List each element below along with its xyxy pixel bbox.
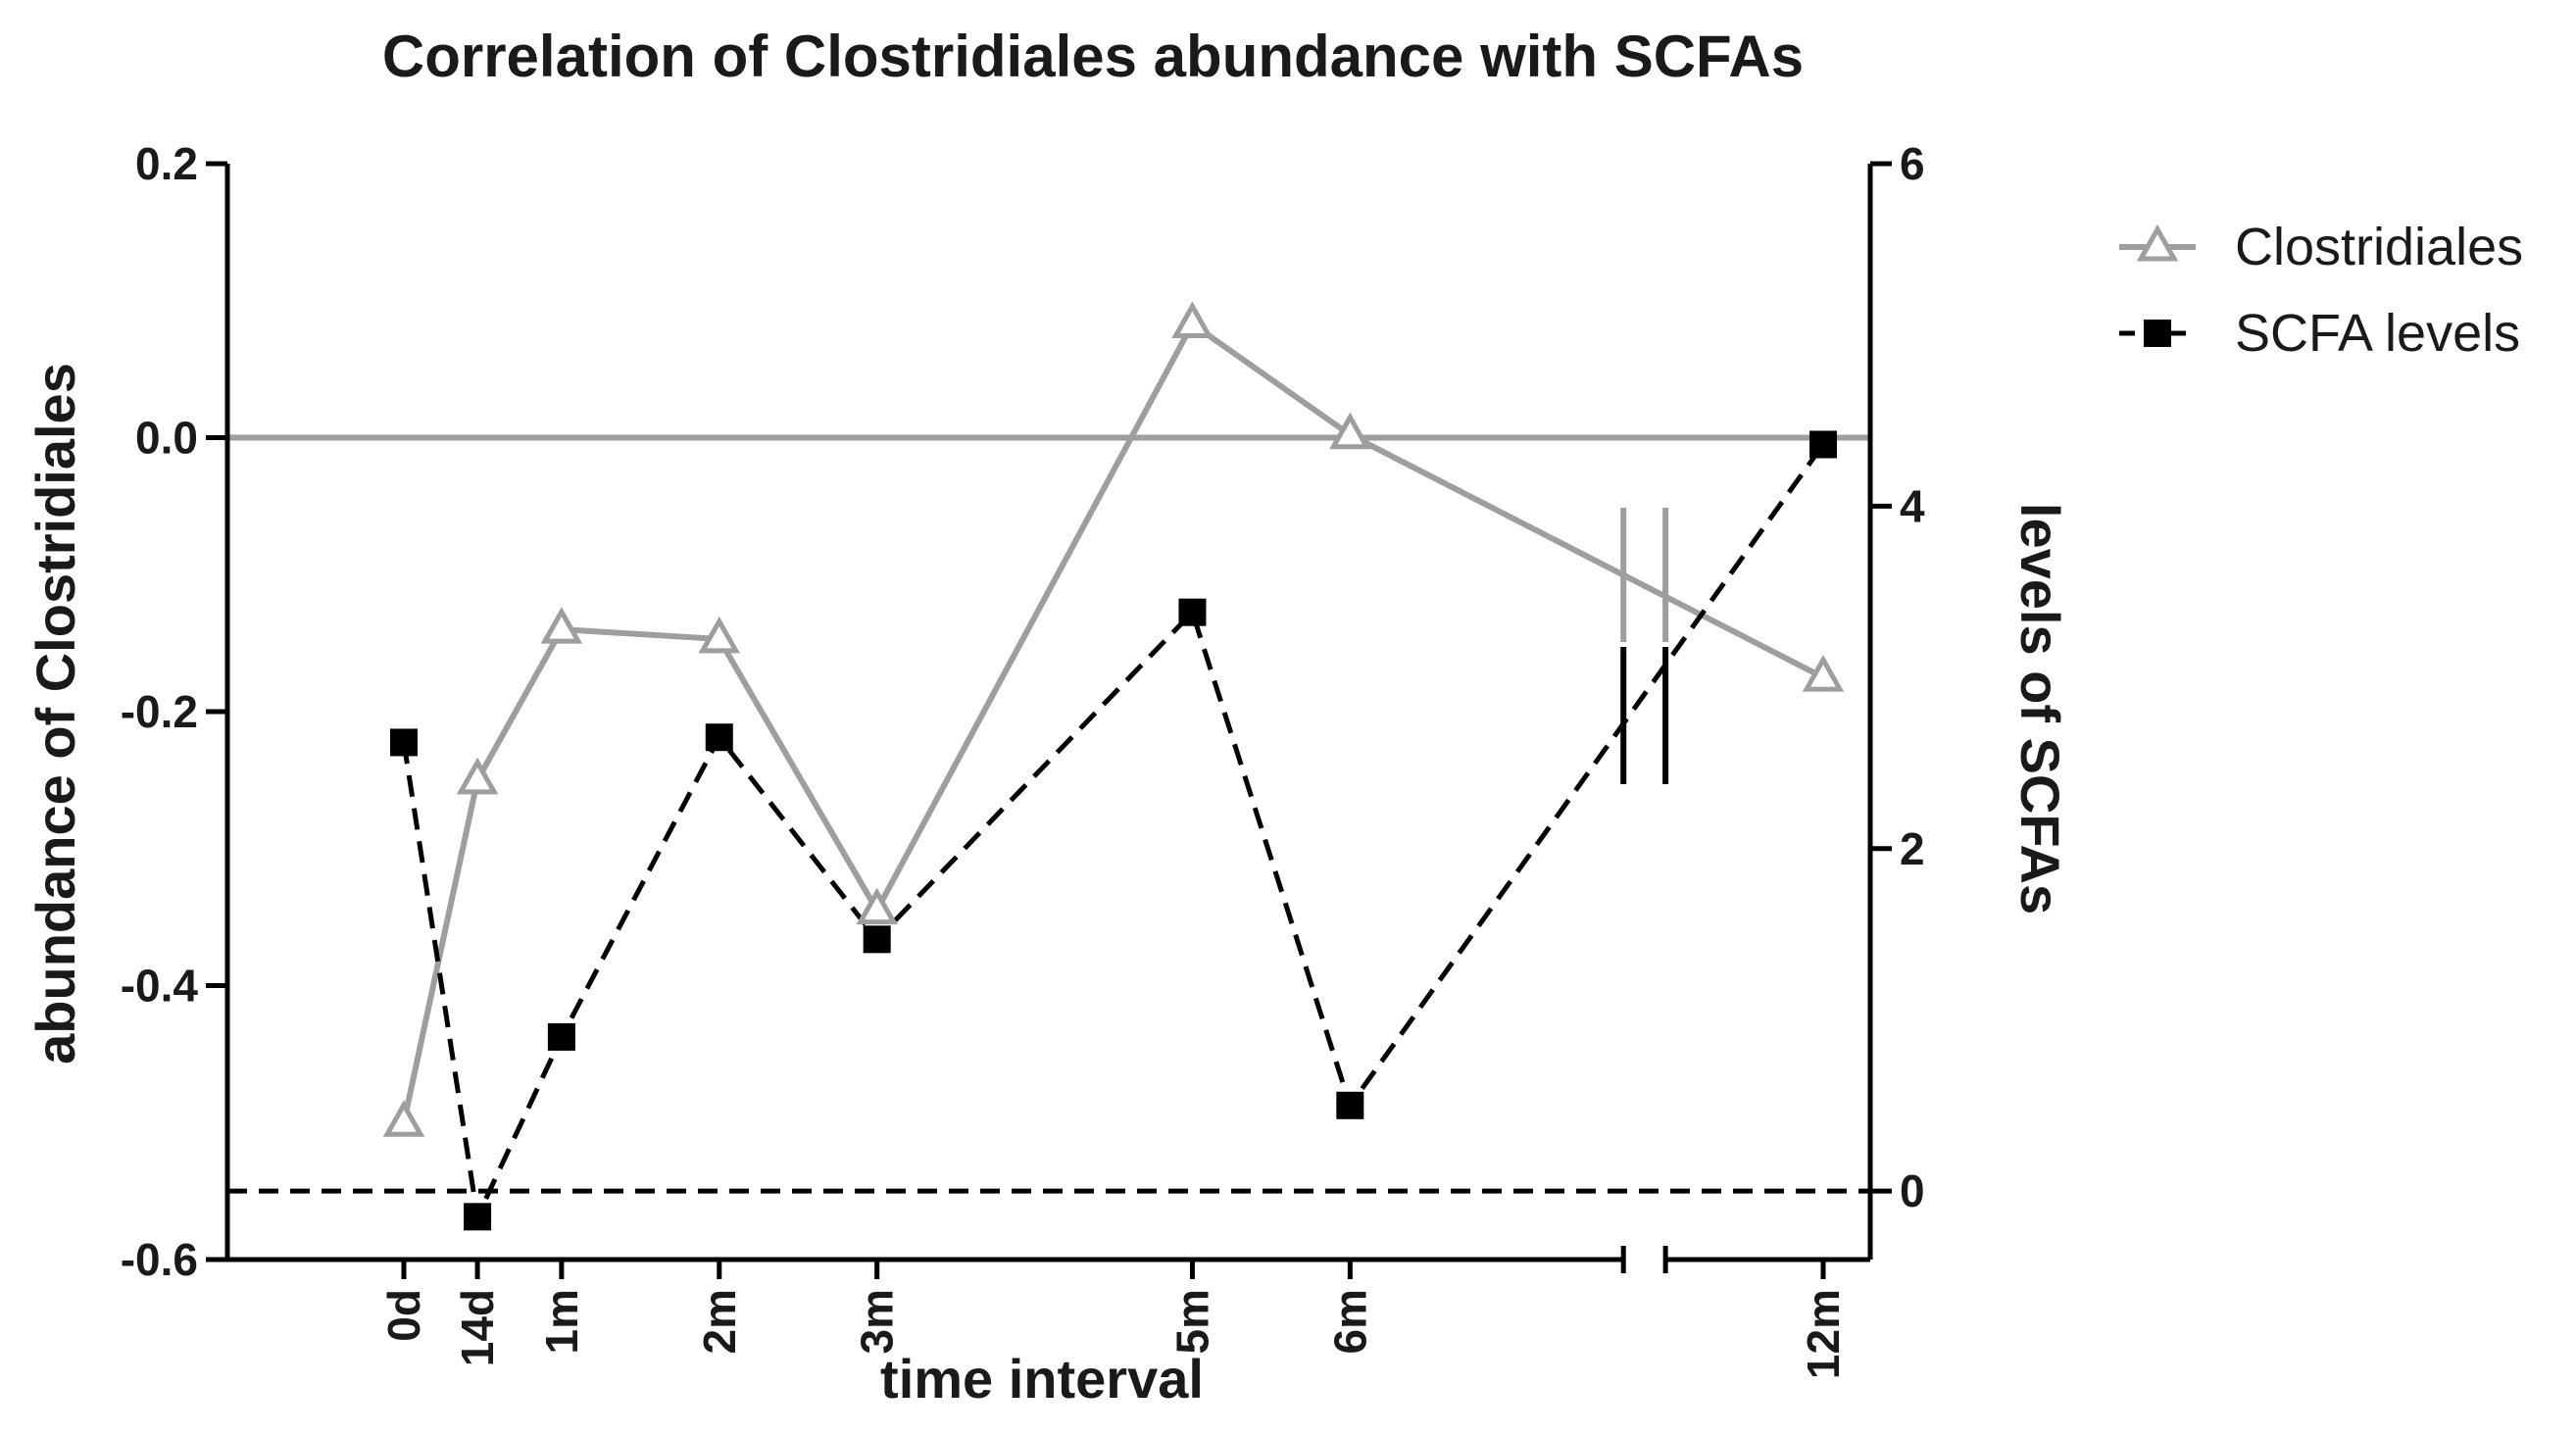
legend-label-scfa-levels: SCFA levels: [2235, 304, 2520, 363]
y2-tick-label: 0: [1900, 1165, 1925, 1216]
y2-tick-label: 2: [1900, 823, 1925, 874]
axes: [206, 161, 1892, 1279]
data-point-clostridiales: [1171, 301, 1214, 339]
x-tick-label: 5m: [1166, 1289, 1217, 1354]
data-point-scfa-levels: [1809, 430, 1837, 459]
data-point-scfa-levels: [547, 1022, 575, 1051]
series-markers: [382, 301, 1845, 1231]
x-tick-label: 6m: [1324, 1289, 1375, 1354]
data-point-scfa-levels: [1336, 1091, 1364, 1119]
y-tick-label: 0.2: [135, 138, 198, 189]
x-tick-label: 12m: [1798, 1289, 1849, 1379]
x-tick-label: 2m: [694, 1289, 745, 1354]
data-point-scfa-levels: [464, 1203, 492, 1231]
data-point-scfa-levels: [390, 728, 418, 757]
chart-title: Correlation of Clostridiales abundance w…: [382, 24, 1804, 89]
legend-marker-scfa-levels: [2144, 320, 2171, 347]
data-point-clostridiales: [456, 757, 499, 795]
legend: Clostridiales SCFA levels: [2119, 218, 2523, 363]
data-point-clostridiales: [382, 1100, 425, 1137]
data-point-scfa-levels: [1178, 598, 1207, 626]
x-tick-label: 14d: [452, 1289, 503, 1366]
reference-lines: [227, 434, 1870, 1194]
data-point-clostridiales: [698, 616, 741, 654]
x-tick-label: 1m: [536, 1289, 587, 1354]
x-tick-label: 3m: [852, 1289, 903, 1354]
x-tick-label: 0d: [378, 1289, 429, 1342]
tick-labels: 0.2 0.0 -0.2 -0.4 -0.6 6 4 2 0 0d 14d 1m 2m 3m 5m 6m 12m: [121, 138, 1925, 1379]
data-point-clostridiales: [1329, 412, 1371, 450]
series-line-clostridiales: [401, 321, 1825, 1123]
data-point-clostridiales: [540, 607, 583, 644]
y-tick-label: -0.4: [121, 961, 199, 1012]
y2-axis-label: levels of SCFAs: [2009, 503, 2071, 915]
data-point-scfa-levels: [863, 925, 891, 954]
y2-tick-label: 4: [1900, 480, 1925, 531]
y2-tick-label: 6: [1900, 138, 1925, 189]
data-point-scfa-levels: [705, 723, 733, 752]
data-point-clostridiales: [1802, 654, 1845, 692]
series-lines: [401, 321, 1826, 1219]
data-point-clostridiales: [856, 887, 898, 925]
y-tick-label: -0.2: [121, 686, 198, 737]
y-tick-label: -0.6: [121, 1234, 198, 1285]
y-axis-label: abundance of Clostridiales: [25, 363, 86, 1064]
legend-marker-clostridiales: [2136, 223, 2179, 262]
series-line-scfa-levels: [401, 443, 1826, 1219]
y-tick-label: 0.0: [135, 413, 198, 464]
x-axis-label: time interval: [880, 1348, 1204, 1410]
legend-label-clostridiales: Clostridiales: [2235, 218, 2523, 276]
